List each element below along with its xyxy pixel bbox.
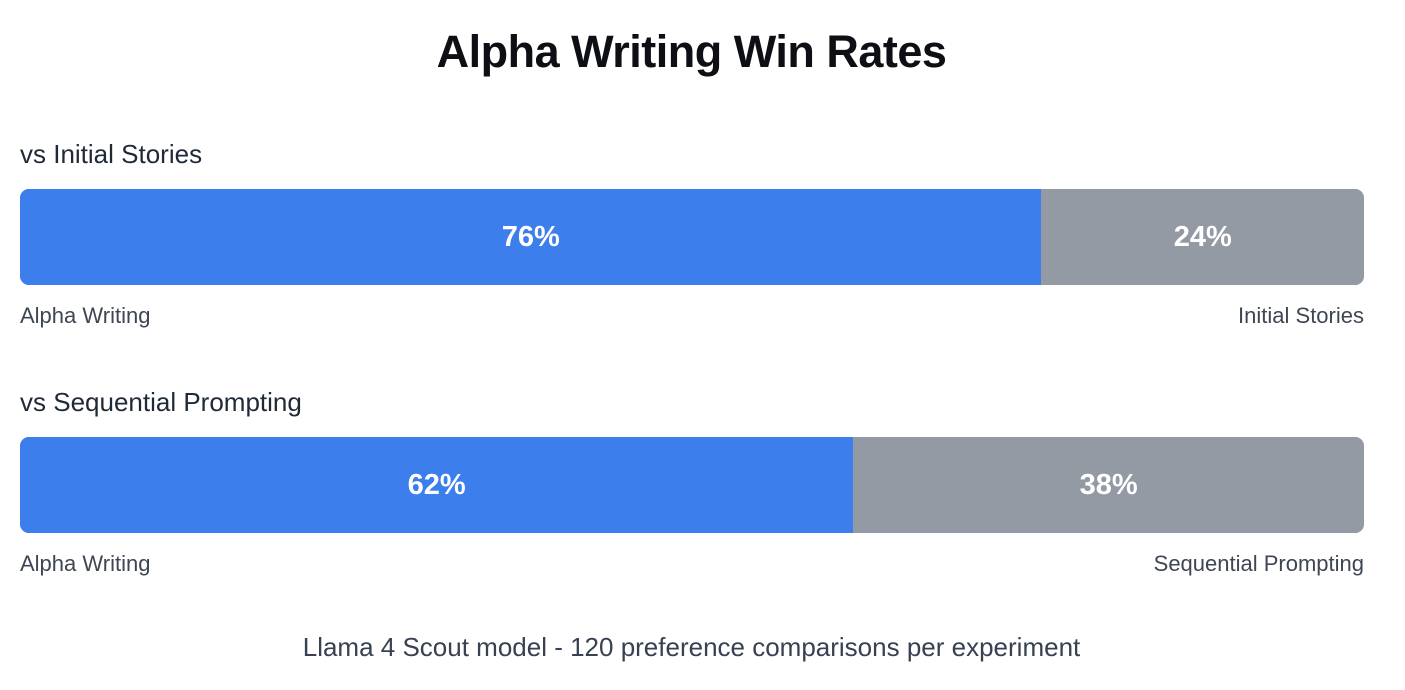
- left-series-label: Alpha Writing: [20, 303, 151, 328]
- chart-title: Alpha Writing Win Rates: [436, 26, 947, 77]
- comparison-initial-stories: vs Initial Stories 76% 24% Alpha Writing…: [20, 136, 1364, 333]
- stacked-bar: 76% 24%: [20, 189, 1364, 285]
- comparison-sequential-prompting: vs Sequential Prompting 62% 38% Alpha Wr…: [20, 384, 1364, 581]
- group-title: vs Initial Stories: [20, 139, 203, 169]
- bar-segment-alpha-writing: 76%: [20, 189, 1042, 285]
- group-title: vs Sequential Prompting: [20, 387, 302, 417]
- bar-segment-alpha-writing: 62%: [20, 437, 854, 533]
- right-series-label: Initial Stories: [1238, 303, 1364, 328]
- left-series-label: Alpha Writing: [20, 551, 151, 576]
- bar-segment-initial-stories: 24%: [1041, 189, 1364, 285]
- stacked-bar: 62% 38%: [20, 437, 1364, 533]
- right-series-label: Sequential Prompting: [1153, 551, 1364, 576]
- chart-footnote: Llama 4 Scout model - 120 preference com…: [302, 632, 1081, 662]
- bar-segment-sequential-prompting: 38%: [853, 437, 1364, 533]
- bar-labels: Alpha Writing Initial Stories: [20, 303, 1364, 333]
- bar-labels: Alpha Writing Sequential Prompting: [20, 551, 1364, 581]
